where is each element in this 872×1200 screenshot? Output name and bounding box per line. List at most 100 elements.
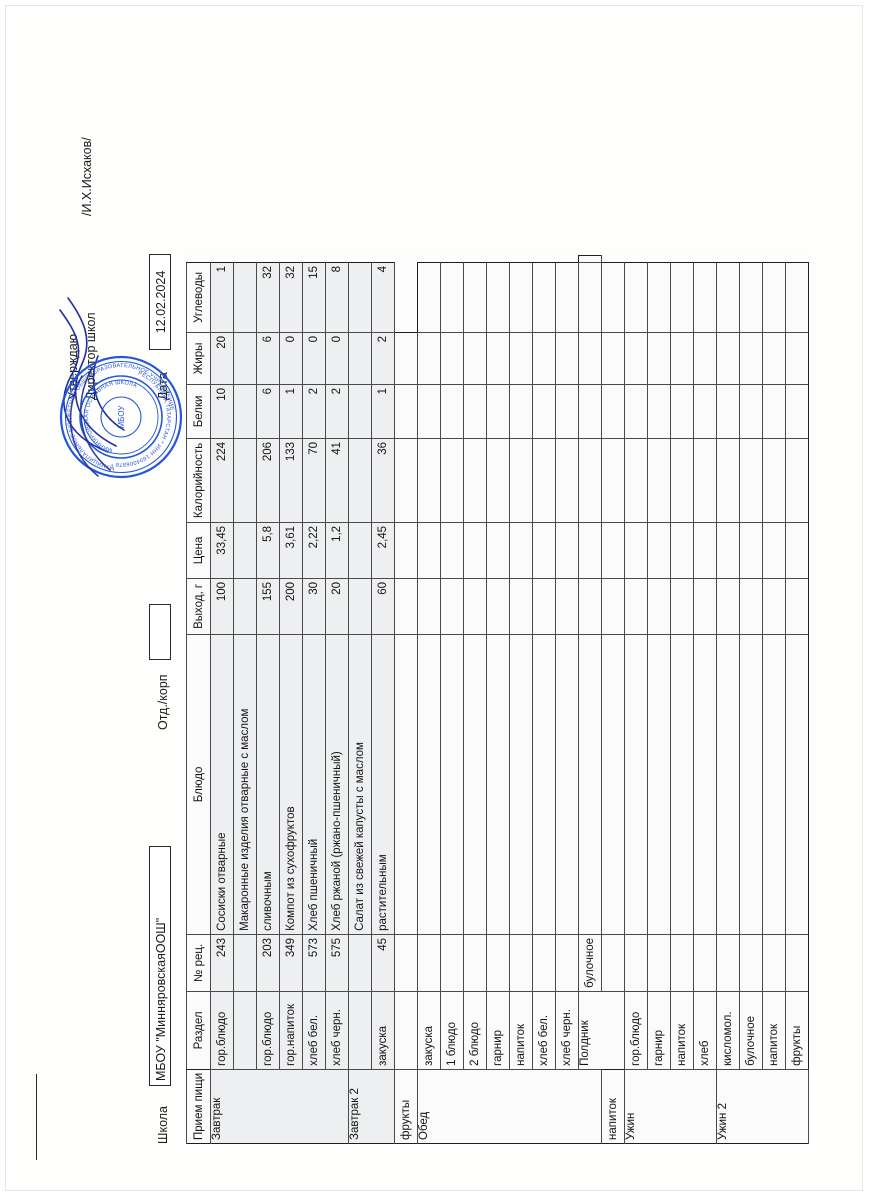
cell-fats[interactable]	[578, 262, 602, 333]
cell-output[interactable]	[785, 578, 809, 635]
cell-fats[interactable]	[509, 332, 533, 385]
cell-section[interactable]: 1 блюдо	[440, 991, 464, 1070]
table-row[interactable]: булочное	[739, 255, 763, 1143]
cell-fats[interactable]	[624, 332, 648, 385]
cell-dish[interactable]	[440, 634, 464, 935]
cell-output[interactable]	[555, 578, 579, 635]
cell-price[interactable]	[785, 522, 809, 579]
cell-proteins[interactable]	[348, 384, 372, 439]
cell-recipe[interactable]: 349	[279, 934, 303, 992]
cell-price[interactable]	[463, 522, 487, 579]
cell-carbs[interactable]	[440, 262, 464, 333]
cell-calories[interactable]	[785, 438, 809, 523]
cell-recipe[interactable]	[233, 934, 257, 992]
table-row[interactable]: Макаронные изделия отварные с маслом	[233, 255, 257, 1143]
cell-dish[interactable]: Салат из свежей капусты с маслом	[348, 634, 372, 935]
cell-dish[interactable]	[739, 634, 763, 935]
cell-proteins[interactable]	[440, 384, 464, 439]
cell-calories[interactable]	[440, 438, 464, 523]
cell-proteins[interactable]	[233, 384, 257, 439]
cell-carbs[interactable]: 4	[371, 262, 395, 333]
cell-recipe[interactable]	[624, 934, 648, 992]
cell-output[interactable]	[762, 578, 786, 635]
cell-output[interactable]	[509, 578, 533, 635]
cell-meal[interactable]: Ужин 2	[716, 1069, 809, 1144]
cell-section[interactable]: гор.напиток	[279, 991, 303, 1070]
table-row[interactable]: закуска 45 растительным 60 2,45 36 1 2 4	[371, 255, 395, 1143]
cell-price[interactable]: 3,61	[279, 522, 303, 579]
cell-recipe[interactable]	[440, 934, 464, 992]
cell-calories[interactable]: 133	[279, 438, 303, 523]
cell-fats[interactable]	[739, 332, 763, 385]
table-row[interactable]: 2 блюдо	[463, 255, 487, 1143]
cell-price[interactable]: 33,45	[210, 522, 234, 579]
cell-carbs[interactable]	[417, 262, 441, 333]
cell-output[interactable]: 20	[325, 578, 349, 635]
cell-proteins[interactable]: 6	[256, 384, 280, 439]
cell-calories[interactable]	[693, 438, 717, 523]
cell-dish[interactable]: растительным	[371, 634, 395, 935]
table-row[interactable]: хлеб черн. 575 Хлеб ржаной (ржано-пшеничны…	[325, 255, 349, 1143]
cell-carbs[interactable]	[670, 262, 694, 333]
cell-recipe[interactable]: 45	[371, 934, 395, 992]
table-row[interactable]: хлеб бел. 573 Хлеб пшеничный 30 2,22 70 2 0 15	[302, 255, 326, 1143]
table-row[interactable]: напиток	[509, 255, 533, 1143]
table-row[interactable]: Ужин гор.блюдо	[624, 255, 717, 1144]
cell-fats[interactable]	[716, 332, 740, 385]
cell-carbs[interactable]	[716, 262, 740, 333]
cell-fats[interactable]	[463, 332, 487, 385]
cell-price[interactable]	[739, 522, 763, 579]
cell-price[interactable]: 2,22	[302, 522, 326, 579]
cell-fats[interactable]	[555, 332, 579, 385]
cell-proteins[interactable]	[417, 384, 441, 439]
cell-recipe[interactable]: 575	[325, 934, 349, 992]
cell-price[interactable]	[509, 522, 533, 579]
cell-calories[interactable]	[624, 438, 648, 523]
cell-price[interactable]	[417, 522, 441, 579]
cell-section[interactable]: напиток	[762, 991, 786, 1070]
cell-calories[interactable]	[716, 438, 740, 523]
cell-dish[interactable]	[670, 634, 694, 935]
cell-dish[interactable]	[601, 634, 625, 935]
cell-proteins[interactable]	[532, 384, 556, 439]
cell-carbs[interactable]	[762, 262, 786, 333]
cell-proteins[interactable]	[762, 384, 786, 439]
cell-fats[interactable]	[762, 332, 786, 385]
cell-section[interactable]: напиток	[670, 991, 694, 1070]
cell-fats[interactable]	[532, 332, 556, 385]
cell-output[interactable]	[601, 578, 625, 635]
cell-dish[interactable]	[762, 634, 786, 935]
cell-proteins[interactable]	[739, 384, 763, 439]
cell-carbs[interactable]	[348, 262, 372, 333]
cell-recipe[interactable]	[647, 934, 671, 992]
cell-recipe[interactable]	[739, 934, 763, 992]
cell-proteins[interactable]: 2	[325, 384, 349, 439]
cell-price[interactable]: 5,8	[256, 522, 280, 579]
cell-recipe[interactable]	[601, 934, 625, 992]
cell-calories[interactable]	[394, 522, 418, 579]
cell-price[interactable]	[394, 578, 418, 635]
table-row[interactable]: напиток	[670, 255, 694, 1143]
cell-dish[interactable]	[509, 634, 533, 935]
cell-section[interactable]: закуска	[417, 991, 441, 1070]
cell-fats[interactable]	[394, 384, 418, 439]
cell-price[interactable]	[716, 522, 740, 579]
cell-dish[interactable]	[578, 578, 602, 635]
cell-price[interactable]	[624, 522, 648, 579]
date-field[interactable]: 12.02.2024	[149, 254, 171, 350]
cell-dish[interactable]: Макаронные изделия отварные с маслом	[233, 634, 257, 935]
cell-price[interactable]: 1,2	[325, 522, 349, 579]
cell-proteins[interactable]	[486, 384, 510, 439]
table-row[interactable]: Ужин 2 кисломол.	[716, 255, 809, 1144]
cell-calories[interactable]	[555, 438, 579, 523]
cell-calories[interactable]: 206	[256, 438, 280, 523]
cell-proteins[interactable]	[693, 384, 717, 439]
cell-section[interactable]: булочное	[739, 991, 763, 1070]
cell-fats[interactable]	[486, 332, 510, 385]
cell-dish[interactable]: Хлеб пшеничный	[302, 634, 326, 935]
cell-section[interactable]: напиток	[509, 991, 533, 1070]
cell-dish[interactable]	[486, 634, 510, 935]
cell-output[interactable]: 100	[210, 578, 234, 635]
cell-output[interactable]	[463, 578, 487, 635]
cell-section[interactable]	[233, 991, 257, 1070]
